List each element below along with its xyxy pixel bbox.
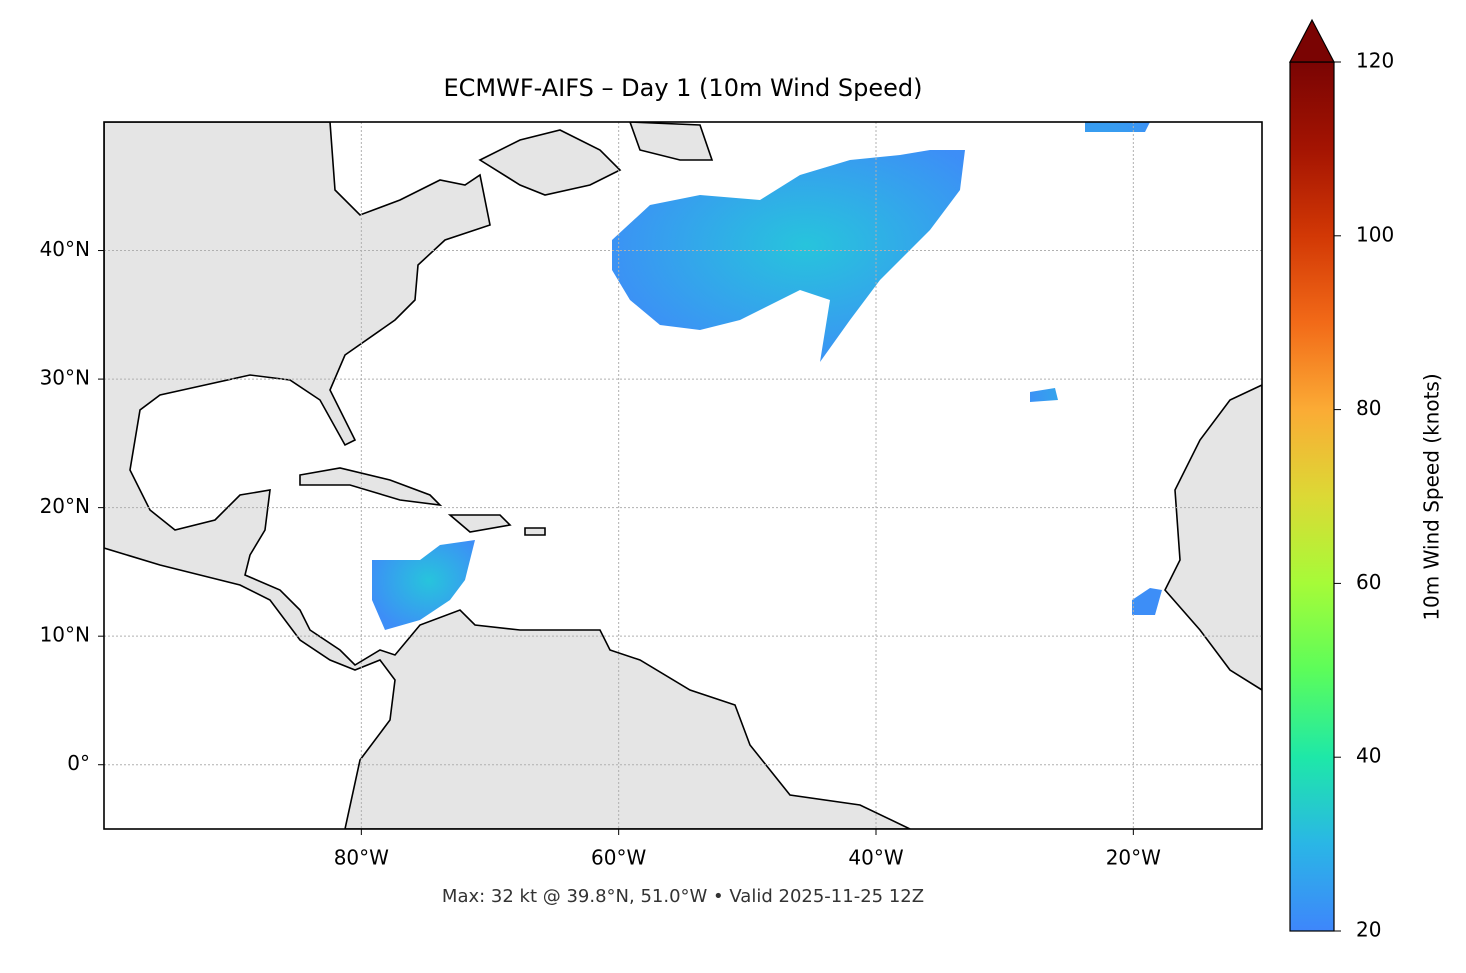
colorbar-extend xyxy=(1289,18,1335,63)
caption: Max: 32 kt @ 39.8°N, 51.0°W • Valid 2025… xyxy=(442,886,924,907)
title: ECMWF-AIFS – Day 1 (10m Wind Speed) xyxy=(443,74,922,102)
colorbar-tick-label: 40 xyxy=(1356,744,1381,768)
y-tick-label: 40°N xyxy=(40,237,90,261)
wind-field xyxy=(612,150,965,362)
africa xyxy=(1164,384,1262,691)
hispaniola xyxy=(447,514,546,536)
cuba xyxy=(299,467,443,507)
wind-field xyxy=(372,540,475,630)
colorbar-tick-label: 20 xyxy=(1356,918,1381,942)
colorbar-tick-label: 80 xyxy=(1356,396,1381,420)
y-tick-label: 0° xyxy=(67,751,90,775)
x-tick-label: 20°W xyxy=(1106,846,1161,870)
y-tick-label: 10°N xyxy=(40,623,90,647)
colorbar xyxy=(1289,61,1335,932)
americas xyxy=(104,122,911,829)
map xyxy=(104,122,1262,829)
colorbar-label: 10m Wind Speed (knots) xyxy=(1420,373,1444,620)
x-tick-label: 60°W xyxy=(591,846,646,870)
canada-east xyxy=(478,122,714,196)
map-frame xyxy=(103,121,1263,830)
colorbar-tick-label: 60 xyxy=(1356,570,1381,594)
colorbar-tick-label: 100 xyxy=(1356,222,1394,246)
y-tick-label: 30°N xyxy=(40,366,90,390)
y-tick-label: 20°N xyxy=(40,494,90,518)
x-tick-label: 40°W xyxy=(848,846,903,870)
colorbar-tick-label: 120 xyxy=(1356,49,1394,73)
x-tick-label: 80°W xyxy=(334,846,389,870)
